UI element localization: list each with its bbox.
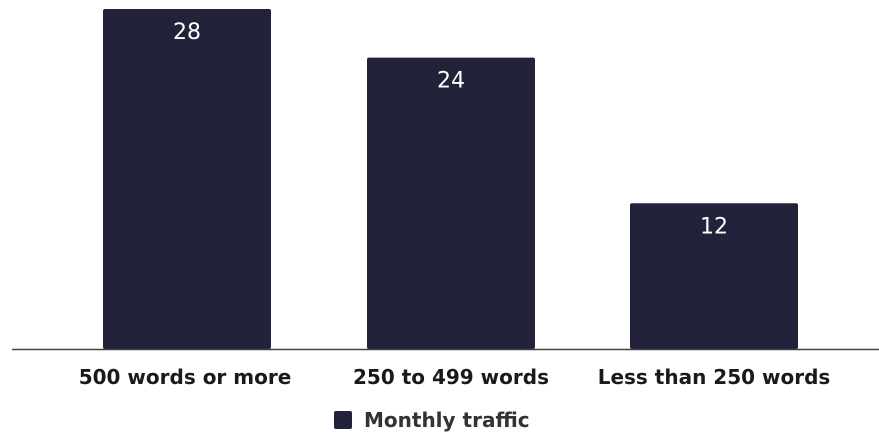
bar-value-label-1: 28 <box>173 20 201 45</box>
bar-3 <box>630 203 798 349</box>
bar-value-label-2: 24 <box>437 69 465 94</box>
category-labels: 500 words or more 250 to 499 words Less th… <box>79 365 831 389</box>
legend-swatch <box>334 411 352 429</box>
legend-label: Monthly traffic <box>364 408 530 432</box>
legend: Monthly traffic <box>334 408 530 432</box>
bar-1 <box>103 9 271 349</box>
category-label-3: Less than 250 words <box>598 365 831 389</box>
bars-group: 28 24 12 <box>103 9 798 349</box>
category-label-1: 500 words or more <box>79 365 292 389</box>
category-label-2: 250 to 499 words <box>353 365 549 389</box>
bar-value-label-3: 12 <box>700 214 728 239</box>
bar-2 <box>367 57 535 349</box>
